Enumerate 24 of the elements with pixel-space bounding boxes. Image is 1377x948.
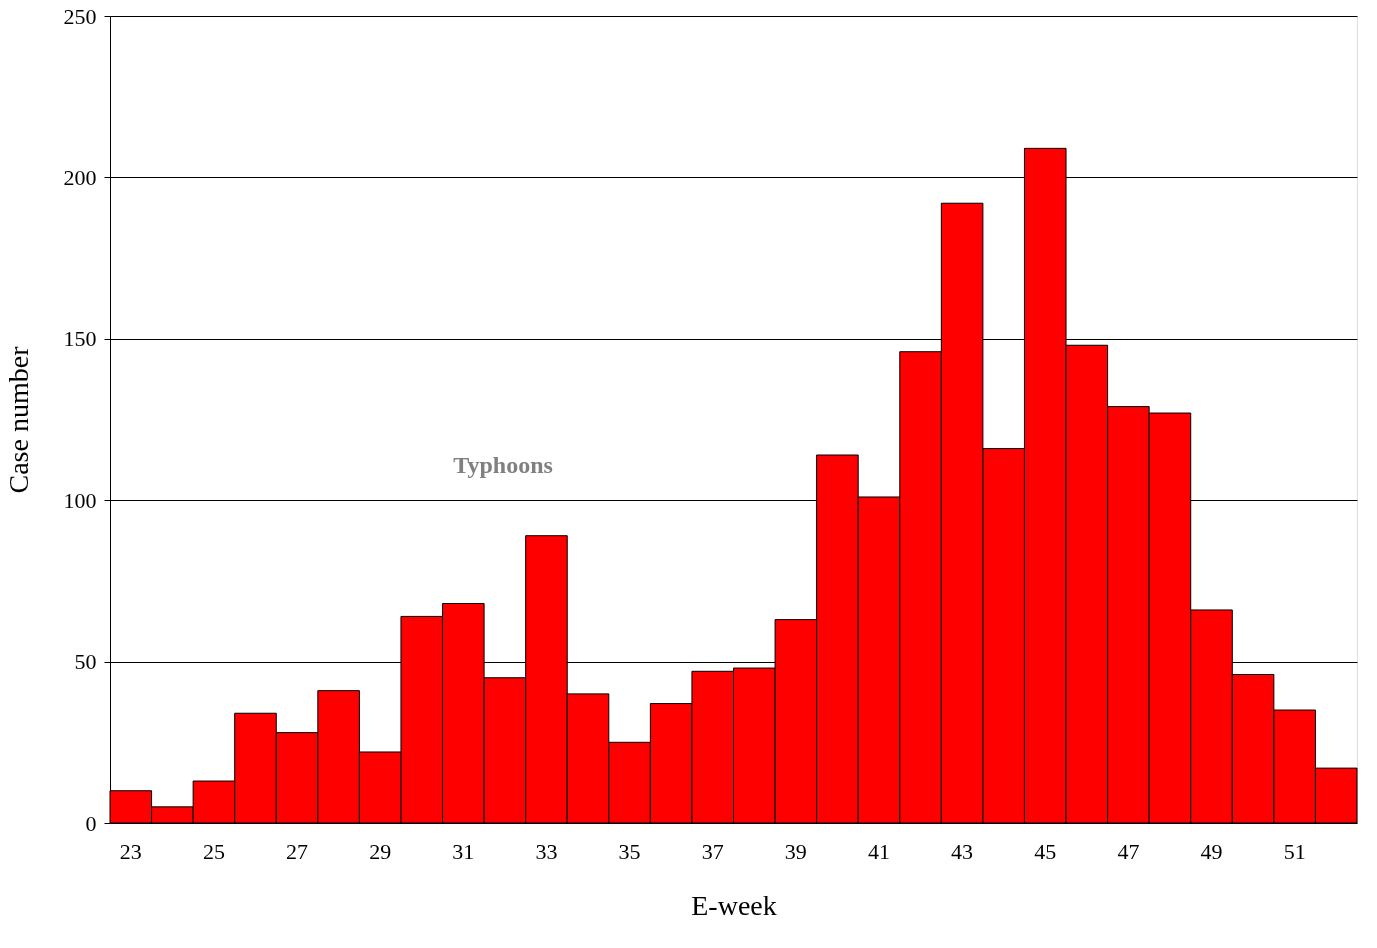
x-tick-label: 51 (1283, 838, 1306, 864)
x-tick-label: 47 (1117, 838, 1140, 864)
x-tick-label: 33 (535, 838, 558, 864)
y-axis-title: Case number (2, 345, 34, 494)
y-tick-label: 250 (63, 3, 97, 29)
x-tick-label: 27 (286, 838, 309, 864)
x-tick-label: 31 (452, 838, 475, 864)
x-tick-label: 25 (202, 838, 225, 864)
x-tick-label: 23 (119, 838, 142, 864)
y-tick-label: 100 (63, 487, 97, 513)
x-tick-label: 37 (701, 838, 724, 864)
x-tick-label: 43 (951, 838, 974, 864)
x-tick-label: 35 (618, 838, 641, 864)
y-tick-label: 50 (74, 649, 97, 675)
x-tick-label: 39 (784, 838, 807, 864)
x-tick-label: 41 (867, 838, 890, 864)
annotation: Typhoons (453, 452, 553, 478)
y-tick-label: 150 (63, 326, 97, 352)
x-tick-label: 45 (1034, 838, 1057, 864)
y-tick-label: 0 (85, 810, 97, 836)
x-axis-title: E-week (691, 889, 777, 921)
y-tick-label: 200 (63, 164, 97, 190)
x-tick-label: 29 (369, 838, 392, 864)
x-tick-label: 49 (1200, 838, 1223, 864)
